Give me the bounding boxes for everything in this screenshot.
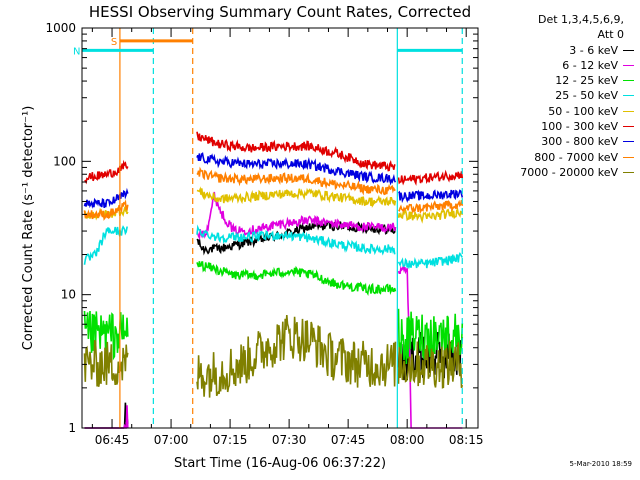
axes: 06:45 07:00 07:15 07:30 07:45 08:00 08:15 1 10 10… — [45, 21, 483, 447]
y-tick-label-2: 100 — [53, 154, 76, 168]
legend-entry-0: 3 - 6 keV — [486, 43, 636, 58]
legend-entry-label: 800 - 7000 keV — [534, 150, 618, 164]
series-line-5 — [84, 131, 464, 186]
legend-entry-label: 6 - 12 keV — [562, 58, 618, 72]
legend-entry-6: 300 - 800 keV — [486, 134, 636, 149]
x-tick-label-3: 07:30 — [272, 433, 307, 447]
legend-entry-8: 7000 - 20000 keV — [486, 165, 636, 180]
legend-swatch — [623, 49, 634, 51]
legend-entry-label: 300 - 800 keV — [541, 135, 618, 149]
x-tick-label-6: 08:15 — [449, 433, 484, 447]
series-line-6 — [83, 152, 464, 209]
series-line-2 — [83, 261, 464, 365]
series-line-0 — [84, 220, 464, 429]
legend-entry-label: 3 - 6 keV — [569, 43, 618, 57]
legend-entry-label: 50 - 100 keV — [548, 104, 618, 118]
legend-entry-5: 100 - 300 keV — [486, 119, 636, 134]
legend-swatch — [623, 95, 634, 97]
series-line-7 — [83, 166, 464, 221]
legend-entry-label: 12 - 25 keV — [555, 74, 618, 88]
series-line-8 — [83, 315, 464, 398]
flag-label-1: N — [73, 46, 80, 57]
x-tick-label-5: 08:00 — [390, 433, 425, 447]
legend-swatch — [623, 126, 634, 128]
legend-swatch — [623, 141, 634, 143]
legend-entry-7: 800 - 7000 keV — [486, 150, 636, 165]
generation-timestamp: 5-Mar-2010 18:59 — [569, 460, 632, 468]
plot-frame — [81, 27, 479, 429]
legend-entry-1: 6 - 12 keV — [486, 58, 636, 73]
legend-header-line-1: Det 1,3,4,5,6,9, — [537, 13, 624, 26]
x-axis-label: Start Time (16-Aug-06 06:37:22) — [174, 456, 386, 471]
legend-entry-label: 100 - 300 keV — [541, 120, 618, 134]
x-tick-label-4: 07:45 — [331, 433, 366, 447]
flag-label-0: S — [111, 37, 117, 48]
legend-entry-label: 7000 - 20000 keV — [520, 165, 618, 179]
y-tick-label-0: 1 — [68, 421, 76, 435]
legend-header-line-2: Att 0 — [597, 28, 624, 42]
x-tick-label-1: 07:00 — [154, 433, 189, 447]
flag-overlay-layer: SN — [73, 28, 463, 428]
legend-swatch — [623, 64, 634, 66]
legend-entry-4: 50 - 100 keV — [486, 104, 636, 119]
legend-entry-3: 25 - 50 keV — [486, 88, 636, 103]
x-tick-label-2: 07:15 — [213, 433, 248, 447]
y-tick-label-1: 10 — [61, 288, 76, 302]
chart-title: HESSI Observing Summary Count Rates, Cor… — [89, 3, 471, 21]
legend-swatch — [623, 156, 634, 158]
y-axis-label: Corrected Count Rate (s⁻¹ detector⁻¹) — [21, 106, 36, 351]
legend-swatch — [623, 80, 634, 82]
legend-entry-2: 12 - 25 keV — [486, 73, 636, 88]
series-line-1 — [84, 191, 463, 429]
legend-entry-label: 25 - 50 keV — [555, 89, 618, 103]
series-layer — [83, 131, 464, 429]
y-tick-label-3: 1000 — [45, 21, 76, 35]
legend-swatch — [623, 110, 634, 112]
series-line-3 — [83, 224, 463, 270]
legend-swatch — [623, 171, 634, 173]
legend-entries: 3 - 6 keV 6 - 12 keV 12 - 25 keV 25 - 50 ke… — [486, 43, 636, 181]
legend: Det 1,3,4,5,6,9, Att 0 3 - 6 keV 6 - 12 k… — [486, 12, 636, 180]
x-tick-label-0: 06:45 — [95, 433, 130, 447]
